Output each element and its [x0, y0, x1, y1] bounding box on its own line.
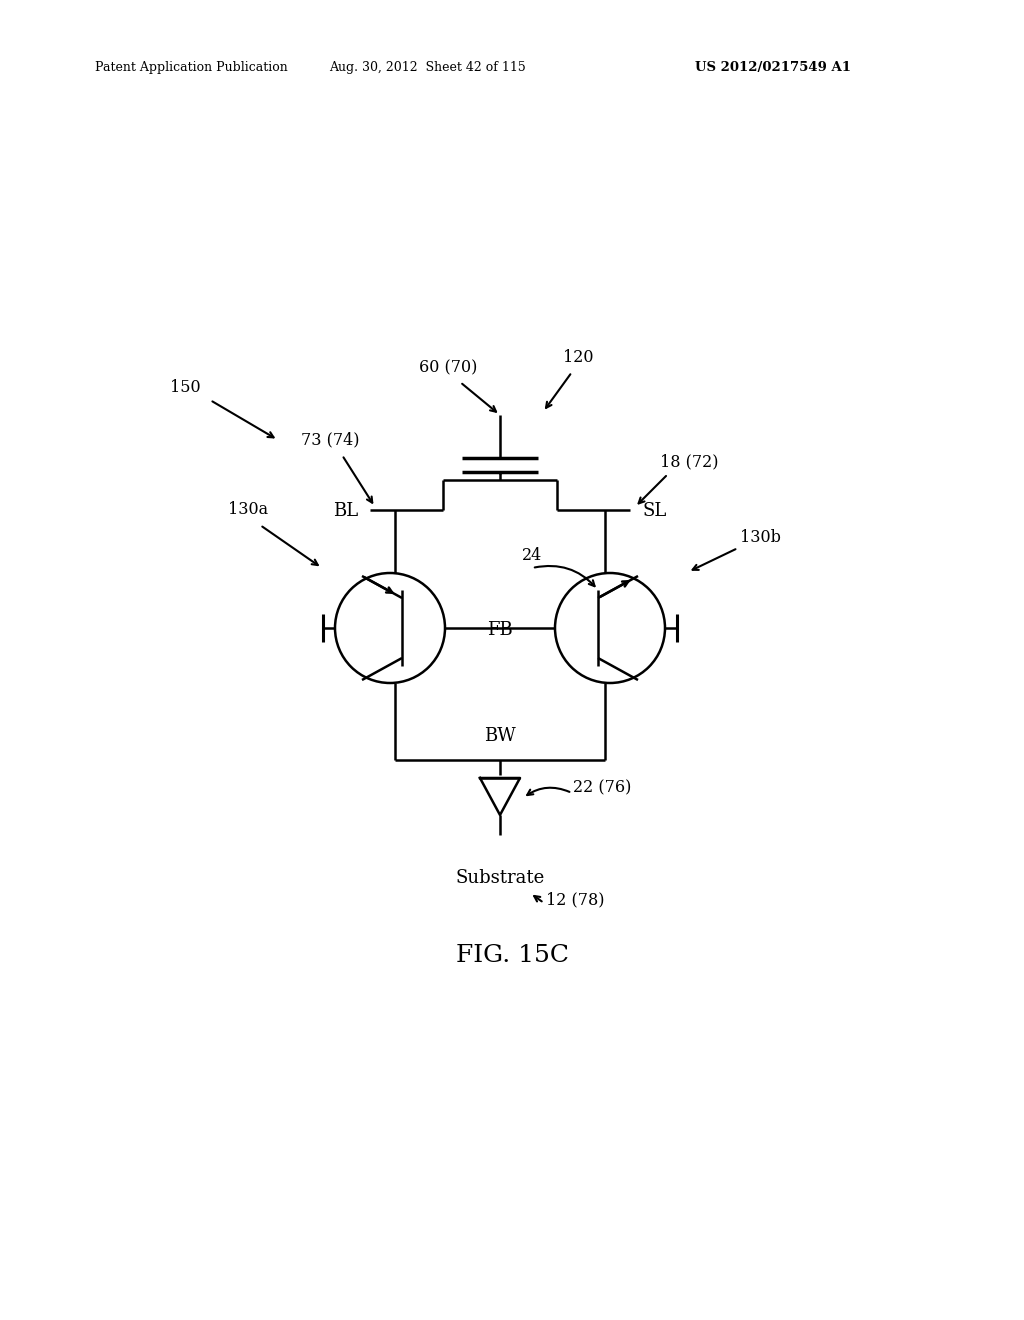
Text: BW: BW [484, 727, 516, 744]
Text: 130b: 130b [740, 529, 781, 546]
Text: 73 (74): 73 (74) [301, 432, 359, 449]
Text: 120: 120 [563, 350, 593, 367]
Text: BL: BL [333, 502, 358, 520]
Text: Aug. 30, 2012  Sheet 42 of 115: Aug. 30, 2012 Sheet 42 of 115 [329, 62, 525, 74]
Text: 150: 150 [170, 380, 201, 396]
Text: 22 (76): 22 (76) [573, 780, 632, 796]
Text: FIG. 15C: FIG. 15C [456, 944, 568, 966]
Text: 12 (78): 12 (78) [546, 891, 604, 908]
Text: SL: SL [642, 502, 667, 520]
Text: 18 (72): 18 (72) [660, 454, 719, 470]
Text: 130a: 130a [228, 502, 268, 519]
Text: Patent Application Publication: Patent Application Publication [95, 62, 288, 74]
Text: US 2012/0217549 A1: US 2012/0217549 A1 [695, 62, 851, 74]
Text: 24: 24 [522, 546, 542, 564]
Text: Substrate: Substrate [456, 869, 545, 887]
Text: FB: FB [487, 620, 513, 639]
Text: 60 (70): 60 (70) [419, 359, 477, 376]
